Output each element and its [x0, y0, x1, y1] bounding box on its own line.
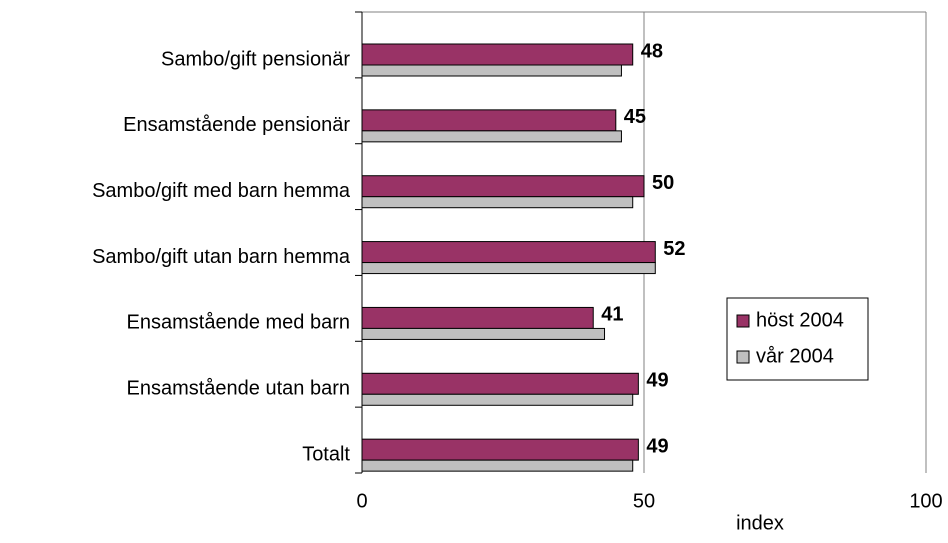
bar — [361, 393, 634, 406]
legend-label: vår 2004 — [756, 345, 834, 367]
y-tick-label: Ensamstående utan barn — [127, 378, 351, 400]
y-tick-label: Totalt — [302, 443, 350, 465]
y-tick-label: Ensamstående med barn — [127, 312, 350, 334]
data-label: 48 — [641, 40, 663, 62]
data-label: 49 — [646, 435, 668, 457]
bar — [361, 459, 634, 472]
bar — [361, 175, 645, 198]
data-label: 49 — [646, 370, 668, 392]
bar — [361, 196, 634, 209]
bar — [361, 327, 606, 340]
bar — [361, 43, 634, 66]
y-tick-label: Sambo/gift med barn hemma — [92, 180, 351, 202]
legend-swatch — [736, 350, 750, 364]
data-label: 45 — [624, 106, 646, 128]
legend-label: höst 2004 — [756, 309, 844, 331]
y-tick-label: Ensamstående pensionär — [123, 114, 350, 136]
data-label: 52 — [663, 238, 685, 260]
x-tick-label: 0 — [356, 490, 367, 512]
x-tick-label: 50 — [633, 490, 655, 512]
bar — [361, 241, 656, 264]
x-tick-label: 100 — [909, 490, 942, 512]
bar — [361, 64, 622, 77]
legend-swatch — [736, 314, 750, 328]
data-label: 50 — [652, 172, 674, 194]
bar — [361, 109, 617, 132]
bar — [361, 262, 656, 275]
bar — [361, 306, 594, 329]
legend-box — [726, 297, 869, 381]
bar — [361, 130, 622, 143]
y-tick-label: Sambo/gift utan barn hemma — [92, 246, 351, 268]
x-axis-title: index — [736, 512, 784, 534]
bar — [361, 438, 639, 461]
data-label: 41 — [601, 304, 623, 326]
bar — [361, 372, 639, 395]
y-tick-label: Sambo/gift pensionär — [161, 48, 350, 70]
